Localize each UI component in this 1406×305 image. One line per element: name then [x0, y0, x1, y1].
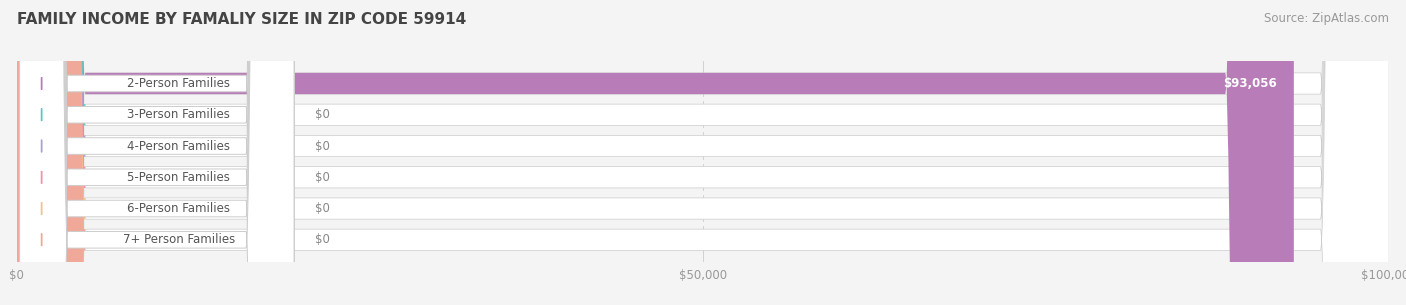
FancyBboxPatch shape	[17, 0, 1389, 305]
FancyBboxPatch shape	[17, 0, 1389, 305]
Text: $0: $0	[315, 202, 329, 215]
Text: 7+ Person Families: 7+ Person Families	[122, 233, 235, 246]
Text: 4-Person Families: 4-Person Families	[128, 139, 231, 152]
FancyBboxPatch shape	[20, 0, 294, 305]
FancyBboxPatch shape	[0, 0, 86, 305]
Text: 5-Person Families: 5-Person Families	[128, 171, 231, 184]
FancyBboxPatch shape	[20, 0, 294, 305]
Text: $0: $0	[315, 139, 329, 152]
Text: $0: $0	[315, 233, 329, 246]
FancyBboxPatch shape	[0, 0, 86, 305]
FancyBboxPatch shape	[20, 0, 294, 305]
FancyBboxPatch shape	[17, 0, 1389, 305]
Text: 2-Person Families: 2-Person Families	[128, 77, 231, 90]
Text: 3-Person Families: 3-Person Families	[128, 108, 231, 121]
Text: $93,056: $93,056	[1223, 77, 1278, 90]
FancyBboxPatch shape	[0, 0, 86, 305]
FancyBboxPatch shape	[17, 0, 1294, 305]
FancyBboxPatch shape	[20, 0, 294, 305]
Text: FAMILY INCOME BY FAMALIY SIZE IN ZIP CODE 59914: FAMILY INCOME BY FAMALIY SIZE IN ZIP COD…	[17, 12, 467, 27]
Text: Source: ZipAtlas.com: Source: ZipAtlas.com	[1264, 12, 1389, 25]
FancyBboxPatch shape	[0, 0, 86, 305]
FancyBboxPatch shape	[20, 0, 294, 305]
FancyBboxPatch shape	[20, 0, 294, 305]
Text: $0: $0	[315, 108, 329, 121]
FancyBboxPatch shape	[17, 0, 1389, 305]
Text: $0: $0	[315, 171, 329, 184]
FancyBboxPatch shape	[17, 0, 1389, 305]
Text: 6-Person Families: 6-Person Families	[128, 202, 231, 215]
FancyBboxPatch shape	[17, 0, 1389, 305]
FancyBboxPatch shape	[0, 0, 86, 305]
